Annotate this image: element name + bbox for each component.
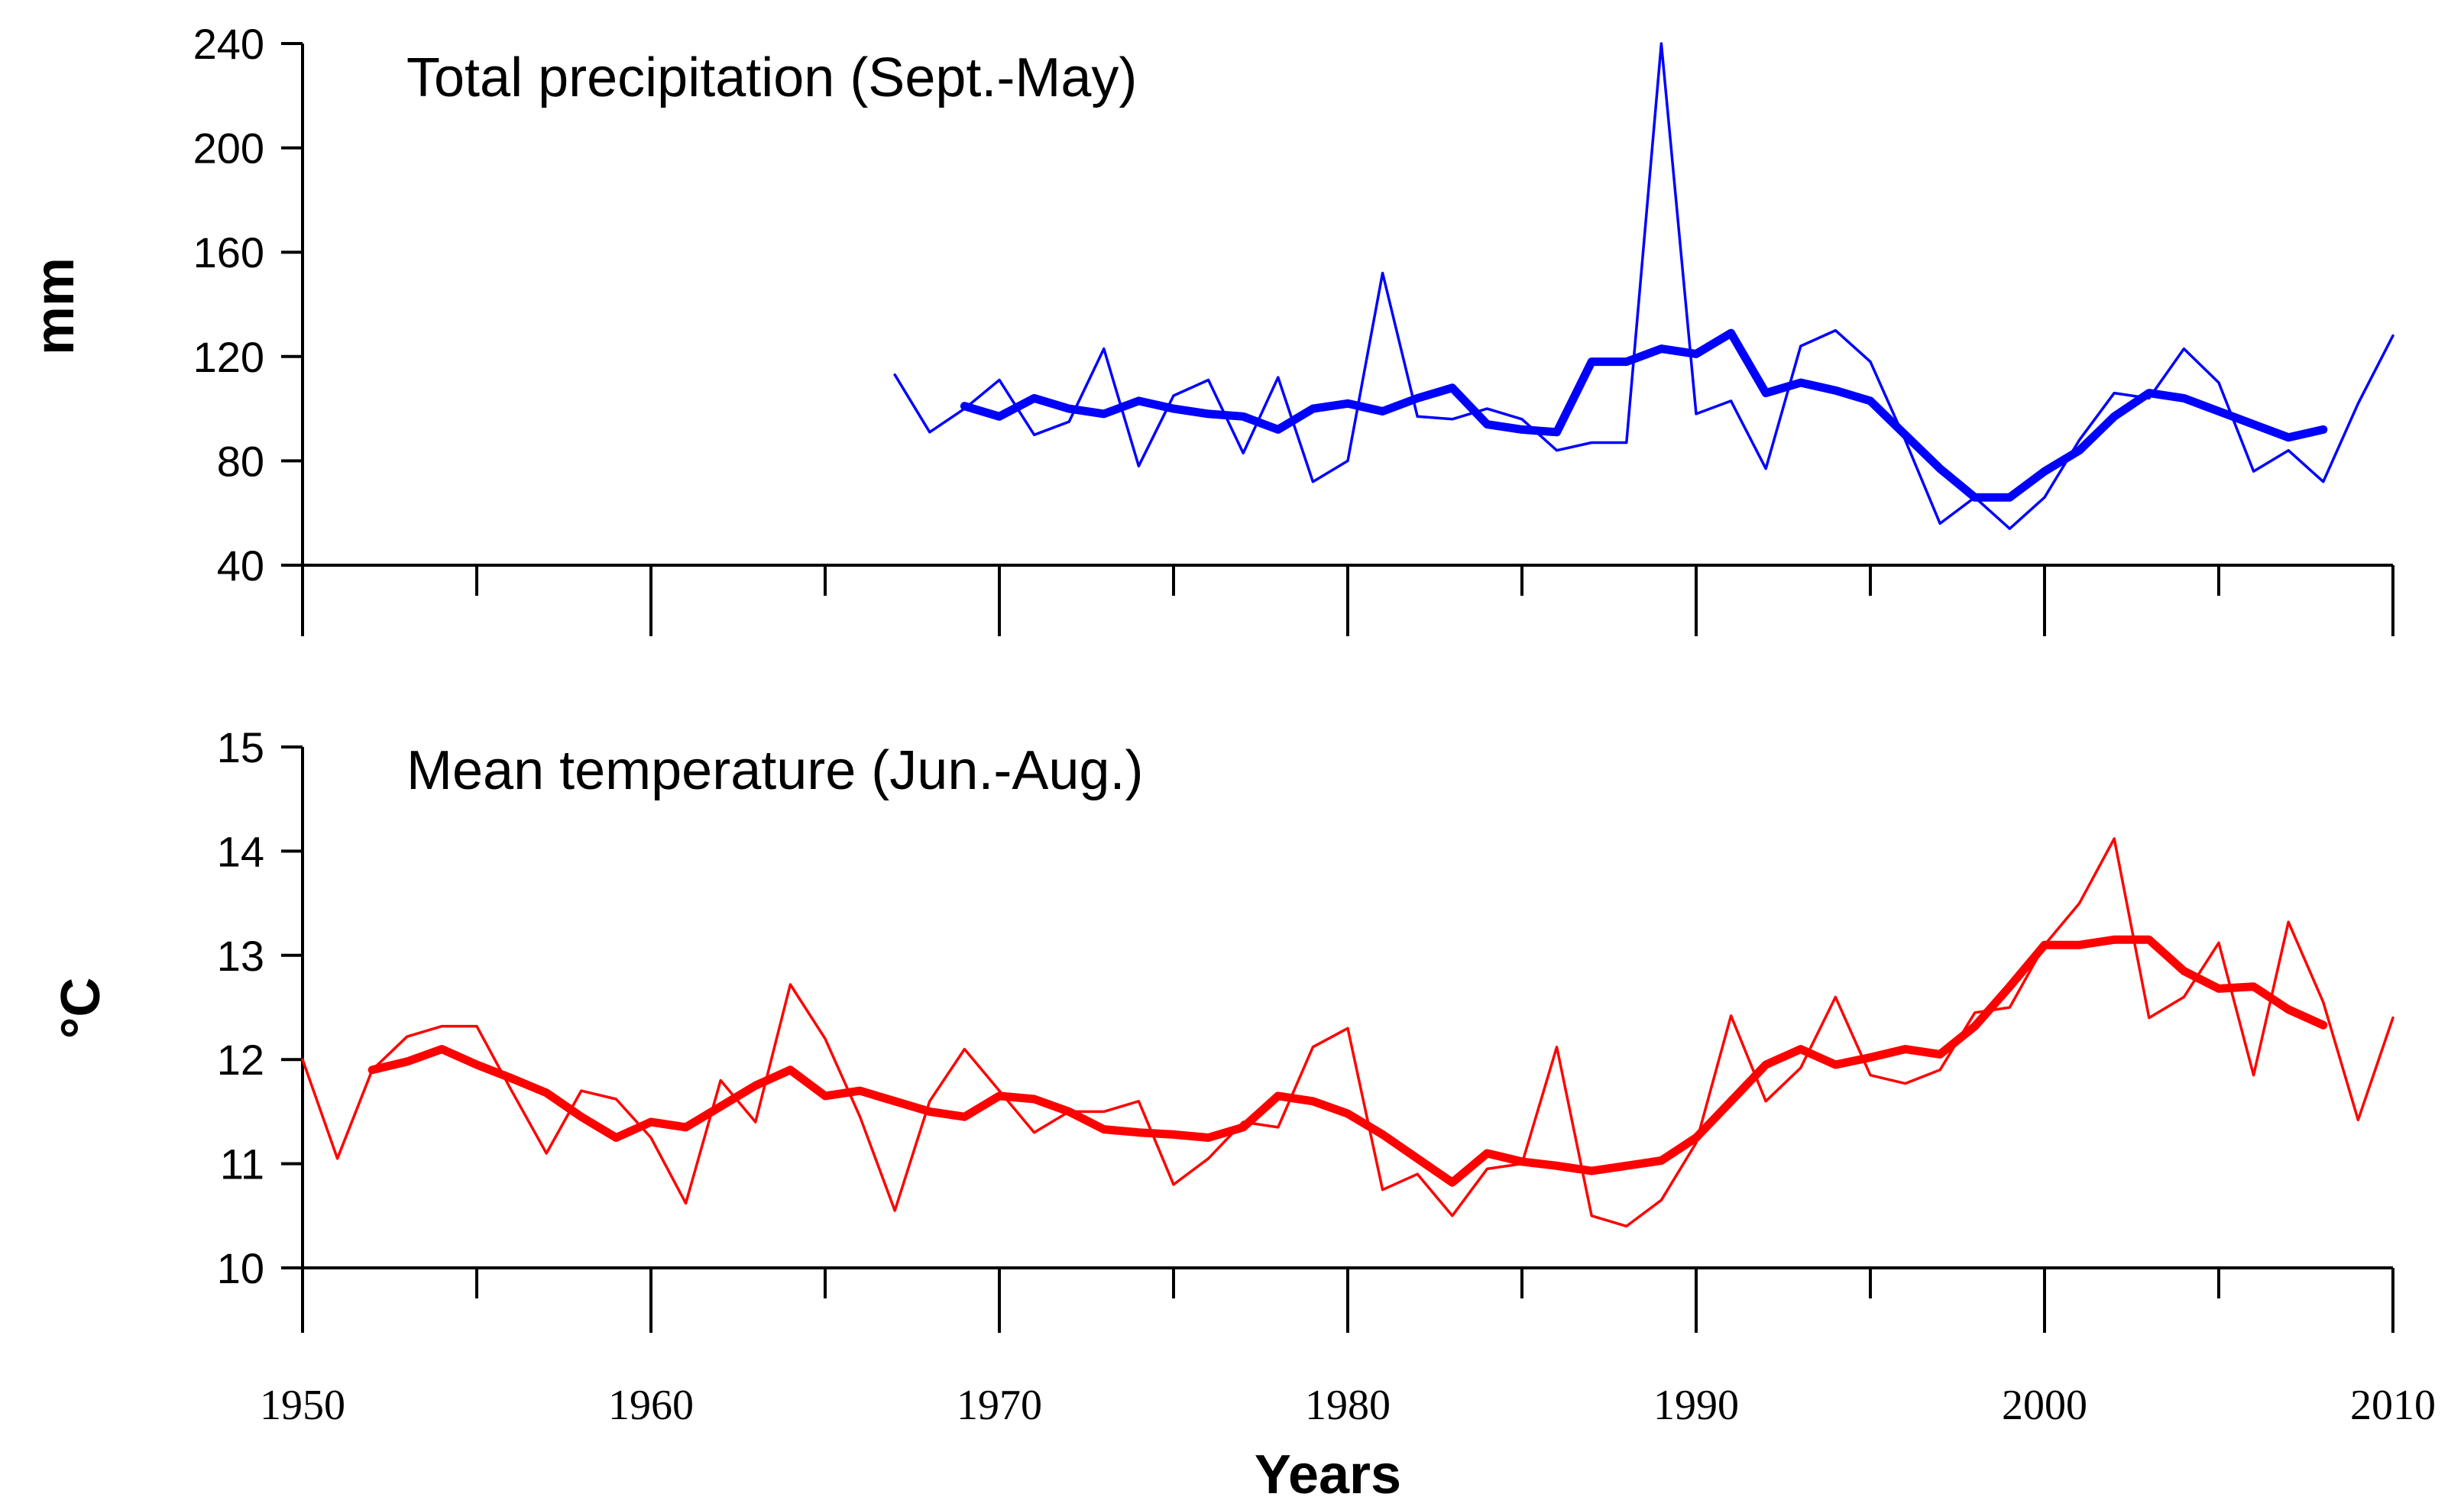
x-tick-labels: 1950 1960 1970 1980 1990 2000 2010 [260,1382,2436,1429]
precipitation-y-tick-label: 160 [193,228,264,276]
precipitation-title: Total precipitation (Sept.-May) [406,47,1137,108]
precipitation-y-tick-label: 40 [217,542,264,590]
temperature-y-axis: 10 11 12 13 14 15 [217,723,304,1292]
temperature-y-tick-label: 13 [217,932,264,980]
temperature-y-tick-label: 14 [217,827,264,875]
temperature-x-axis [301,1266,2394,1333]
precipitation-series [893,42,2394,530]
precipitation-y-tick-label: 200 [193,124,264,173]
x-tick-label: 1970 [957,1382,1042,1429]
temperature-ylabel: °C [50,978,112,1040]
x-tick-label: 2000 [2002,1382,2087,1429]
precipitation-y-tick-label: 120 [193,333,264,381]
temperature-y-tick-label: 11 [220,1140,264,1188]
x-tick-label: 2010 [2350,1382,2436,1429]
temperature-thick-line [367,935,2328,1187]
x-tick-label: 1950 [260,1382,345,1429]
precipitation-x-axis [301,564,2394,636]
temperature-y-tick-label: 15 [217,723,264,771]
precipitation-y-tick-label: 240 [193,20,264,68]
precipitation-ylabel: mm [24,257,86,355]
precipitation-y-tick-label: 80 [217,437,264,485]
precipitation-thin-line [893,42,2394,530]
temperature-series [301,837,2394,1228]
x-tick-label: 1990 [1653,1382,1739,1429]
precipitation-panel: Total precipitation (Sept.-May) mm 40 80 1… [24,20,2394,636]
x-tick-label: 1980 [1305,1382,1391,1429]
x-axis-label: Years [1255,1444,1401,1505]
precipitation-y-axis: 40 80 120 160 200 240 [193,20,304,590]
temperature-thin-line [301,837,2394,1228]
precipitation-thick-line [960,328,2328,502]
temperature-y-tick-label: 10 [217,1244,264,1292]
temperature-title: Mean temperature (Jun.-Aug.) [406,740,1143,801]
temperature-y-tick-label: 12 [217,1036,264,1084]
temperature-panel: Mean temperature (Jun.-Aug.) °C 10 11 12 13… [50,723,2394,1333]
x-tick-label: 1960 [608,1382,694,1429]
